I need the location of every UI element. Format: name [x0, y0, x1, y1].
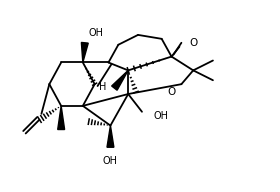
Polygon shape	[112, 70, 128, 90]
Text: OH: OH	[154, 111, 169, 121]
Text: H: H	[99, 82, 106, 92]
Text: O: O	[167, 87, 176, 97]
Polygon shape	[58, 106, 65, 130]
Text: OH: OH	[89, 28, 104, 38]
Polygon shape	[81, 42, 88, 62]
Polygon shape	[107, 126, 114, 147]
Text: OH: OH	[103, 156, 118, 166]
Text: O: O	[189, 38, 197, 48]
